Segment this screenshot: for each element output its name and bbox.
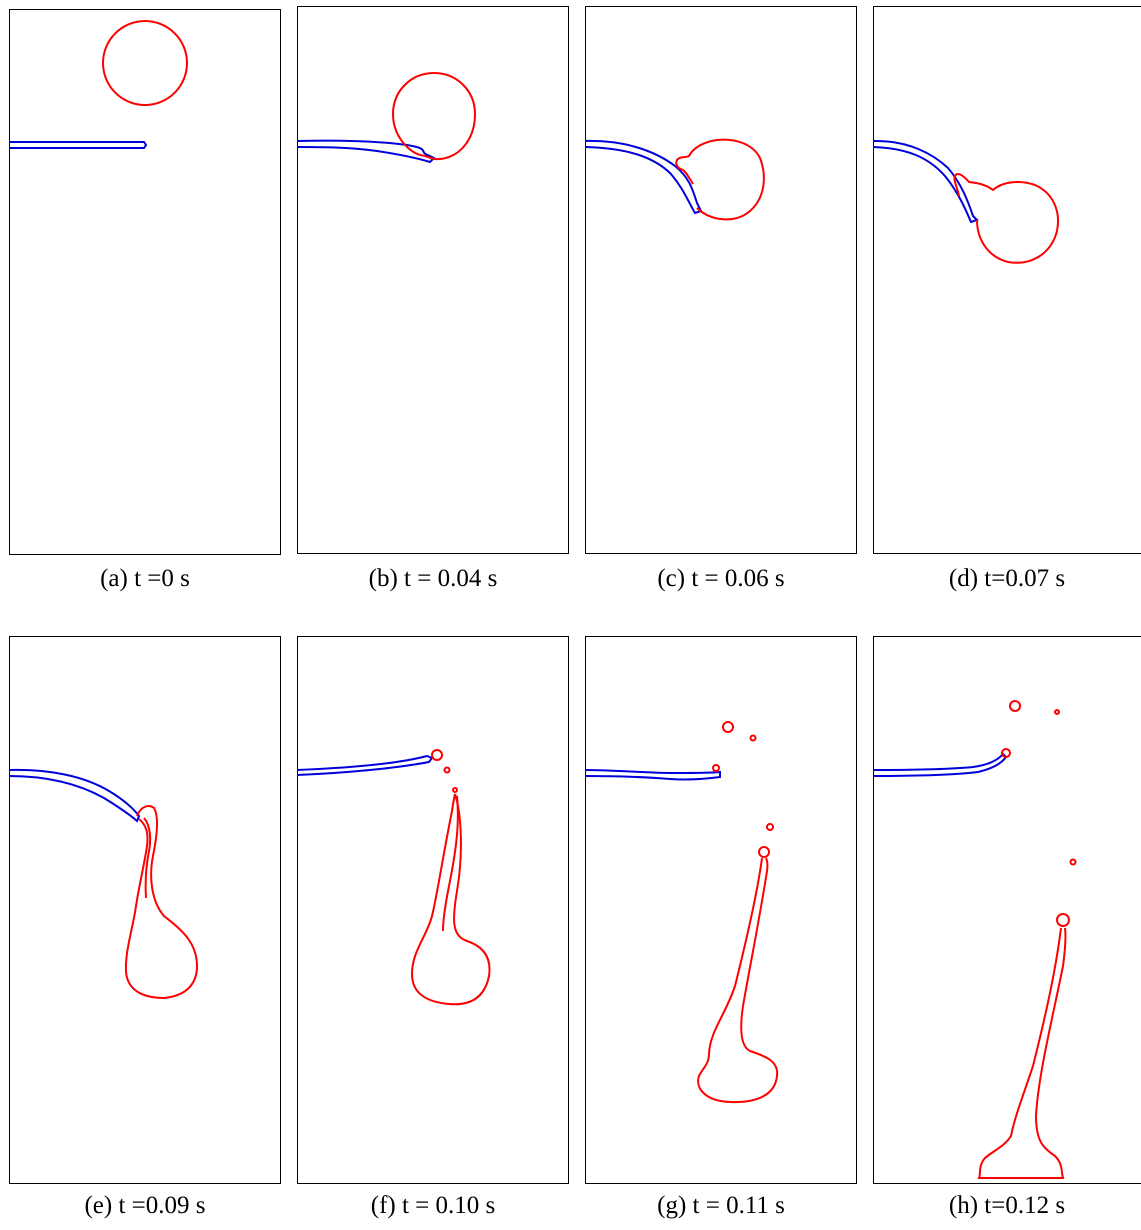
panel-a xyxy=(9,9,281,555)
caption-e: (e) t =0.09 s xyxy=(84,1192,206,1219)
panel-c-figure xyxy=(585,6,857,554)
droplet-g-2 xyxy=(749,734,757,742)
drop-b xyxy=(391,71,477,161)
panel-h-figure xyxy=(873,636,1141,1184)
droplet-g-5 xyxy=(758,846,770,858)
droplet-f-3 xyxy=(452,787,458,793)
plate-b xyxy=(297,139,436,164)
drop-h xyxy=(977,927,1067,1179)
drop-a xyxy=(102,20,188,106)
panel-g xyxy=(585,636,857,1184)
panel-b xyxy=(297,6,569,554)
panel-c xyxy=(585,6,857,554)
panel-e xyxy=(9,636,281,1184)
droplet-h-3 xyxy=(1001,748,1011,758)
panel-a-figure xyxy=(9,9,281,555)
drop-e-inner xyxy=(143,817,152,899)
panel-f-figure xyxy=(297,636,569,1184)
panel-frame xyxy=(585,6,857,554)
caption-h: (h) t=0.12 s xyxy=(948,1192,1066,1219)
droplet-h-4 xyxy=(1069,858,1077,866)
caption-f: (f) t = 0.10 s xyxy=(370,1192,496,1219)
caption-g: (g) t = 0.11 s xyxy=(657,1192,785,1219)
droplet-h-5 xyxy=(1056,913,1070,927)
droplet-h-1 xyxy=(1009,700,1021,712)
panel-frame xyxy=(297,6,569,554)
panel-f xyxy=(297,636,569,1184)
plate-h xyxy=(873,752,1008,777)
panel-frame xyxy=(873,636,1141,1184)
panel-g-figure xyxy=(585,636,857,1184)
plate-g xyxy=(585,769,721,781)
panel-frame xyxy=(9,636,281,1184)
panel-d-figure xyxy=(873,6,1141,554)
droplet-g-1 xyxy=(722,721,734,733)
panel-d xyxy=(873,6,1141,554)
droplet-f-2 xyxy=(443,766,451,774)
panel-frame xyxy=(585,636,857,1184)
caption-d: (d) t=0.07 s xyxy=(948,565,1066,592)
panel-e-figure xyxy=(9,636,281,1184)
panel-frame xyxy=(873,6,1141,554)
panel-b-figure xyxy=(297,6,569,554)
panel-h xyxy=(873,636,1141,1184)
drop-c xyxy=(675,138,765,221)
caption-a: (a) t =0 s xyxy=(100,565,190,592)
caption-b: (b) t = 0.04 s xyxy=(368,565,498,592)
droplet-h-2 xyxy=(1054,709,1060,715)
drop-f xyxy=(410,793,491,1006)
panel-frame xyxy=(9,9,281,555)
drop-f-inner xyxy=(442,795,459,932)
drop-e xyxy=(124,805,199,1000)
drop-g xyxy=(697,857,779,1104)
drop-d xyxy=(953,173,1059,264)
droplet-g-4 xyxy=(766,823,774,831)
caption-c: (c) t = 0.06 s xyxy=(657,565,785,592)
droplet-g-3 xyxy=(712,764,720,772)
droplet-f-1 xyxy=(431,749,443,761)
plate-e xyxy=(9,768,141,823)
plate-a xyxy=(9,141,148,149)
